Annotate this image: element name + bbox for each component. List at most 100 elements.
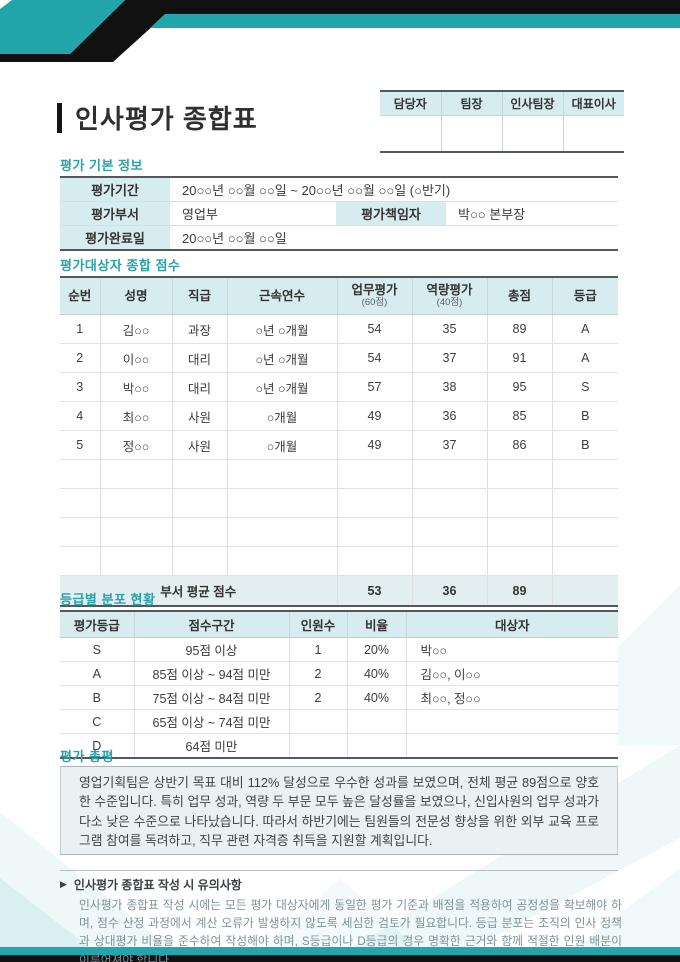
empty-cell: [551, 517, 618, 547]
table-cell: 85점 이상 ~ 94점 미만: [133, 661, 289, 686]
average-work-score: 53: [336, 575, 412, 606]
table-cell: C: [60, 709, 134, 734]
dist-col-members: 대상자: [405, 611, 618, 638]
approval-signature-row: [380, 115, 624, 152]
table-cell: 박○○: [99, 372, 172, 402]
page-title: 인사평가 종합표: [75, 104, 258, 134]
empty-cell: [171, 459, 227, 489]
table-row: C 65점 이상 ~ 74점 미만: [60, 709, 618, 734]
distribution-header-row: 평가등급 점수구간 인원수 비율 대상자: [60, 611, 618, 638]
table-row: 1 김○○ 과장 ○년 ○개월 54 35 89 A: [60, 314, 618, 344]
empty-cell: [336, 517, 412, 547]
distribution-table: 평가등급 점수구간 인원수 비율 대상자 S 95점 이상 1 20% 박○○ …: [60, 610, 618, 759]
table-cell: S: [551, 372, 618, 402]
table-row: A 85점 이상 ~ 94점 미만 2 40% 김○○, 이○○: [60, 661, 618, 686]
empty-cell: [226, 459, 337, 489]
empty-cell: [171, 546, 227, 576]
empty-cell: [60, 459, 100, 489]
info-value-completed: 20○○년 ○○월 ○○일: [170, 225, 619, 250]
table-cell: 3: [60, 372, 100, 402]
table-row: 4 최○○ 사원 ○개월 49 36 85 B: [60, 401, 618, 431]
scores-col-competency-sub: (40점): [436, 297, 463, 309]
info-row-period: 평가기간 20○○년 ○○월 ○○일 ~ 20○○년 ○○월 ○○일 (○반기): [60, 177, 619, 202]
table-cell: 40%: [346, 685, 406, 710]
table-cell: 54: [336, 314, 412, 344]
table-cell: ○년 ○개월: [226, 343, 337, 373]
scores-col-work-sub: (60점): [361, 297, 388, 309]
average-grade: [551, 575, 618, 606]
info-label-period: 평가기간: [60, 177, 170, 202]
table-cell: ○개월: [226, 401, 337, 431]
scores-col-name: 성명: [99, 277, 172, 315]
table-cell: 대리: [171, 372, 227, 402]
table-cell: 2: [288, 685, 347, 710]
empty-cell: [551, 488, 618, 518]
table-cell: ○년 ○개월: [226, 372, 337, 402]
table-cell: 이○○: [99, 343, 172, 373]
average-competency-score: 36: [411, 575, 487, 606]
empty-cell: [99, 517, 172, 547]
table-cell: 49: [336, 401, 412, 431]
table-row: S 95점 이상 1 20% 박○○: [60, 637, 618, 662]
table-cell: 1: [60, 314, 100, 344]
table-cell: 5: [60, 430, 100, 460]
empty-cell: [486, 546, 552, 576]
table-cell: 20%: [346, 637, 406, 662]
empty-cell: [99, 488, 172, 518]
info-row-completed: 평가완료일 20○○년 ○○월 ○○일: [60, 225, 619, 250]
scores-col-work: 업무평가 (60점): [336, 277, 412, 315]
table-row: B 75점 이상 ~ 84점 미만 2 40% 최○○, 정○○: [60, 685, 618, 710]
table-row: 5 정○○ 사원 ○개월 49 37 86 B: [60, 430, 618, 460]
table-cell: B: [551, 430, 618, 460]
dist-col-range: 점수구간: [133, 611, 289, 638]
summary-box: 영업기획팀은 상반기 목표 대비 112% 달성으로 우수한 성과를 보였으며,…: [60, 766, 618, 855]
signature-cell: [501, 115, 563, 152]
table-cell: 김○○: [99, 314, 172, 344]
info-value-dept: 영업부: [170, 201, 336, 226]
table-cell: 36: [411, 401, 487, 431]
scores-col-tenure: 근속연수: [226, 277, 337, 315]
signature-cell: [440, 115, 502, 152]
scores-col-competency: 역량평가 (40점): [411, 277, 487, 315]
signature-cell: [562, 115, 624, 152]
empty-cell: [411, 488, 487, 518]
table-cell: 2: [60, 343, 100, 373]
table-cell: 85: [486, 401, 552, 431]
table-cell: [346, 733, 406, 758]
empty-table-row: [60, 517, 618, 547]
table-cell: A: [551, 314, 618, 344]
empty-table-row: [60, 488, 618, 518]
table-cell: 박○○: [405, 637, 618, 662]
empty-cell: [551, 546, 618, 576]
table-cell: 2: [288, 661, 347, 686]
table-cell: 95: [486, 372, 552, 402]
table-cell: 대리: [171, 343, 227, 373]
section-title-basic-info: 평가 기본 정보: [60, 158, 143, 173]
notes-text: 인사평가 종합표 작성 시에는 모든 평가 대상자에게 동일한 평가 기준과 배…: [79, 898, 622, 962]
triangle-marker-icon: ▶: [60, 879, 67, 889]
approval-col-team-leader: 팀장: [440, 91, 502, 116]
scores-header-row: 순번 성명 직급 근속연수 업무평가 (60점) 역량평가 (40점) 총점 등급: [60, 277, 618, 315]
average-row: 부서 평균 점수 53 36 89: [60, 575, 618, 606]
table-cell: [405, 709, 618, 734]
notes-section: ▶ 인사평가 종합표 작성 시 유의사항 인사평가 종합표 작성 시에는 모든 …: [60, 876, 622, 962]
table-row: 2 이○○ 대리 ○년 ○개월 54 37 91 A: [60, 343, 618, 373]
table-cell: D: [60, 733, 134, 758]
table-cell: 95점 이상: [133, 637, 289, 662]
empty-cell: [336, 459, 412, 489]
empty-cell: [411, 459, 487, 489]
signature-cell: [380, 115, 441, 152]
notes-divider: [60, 870, 618, 871]
table-cell: 37: [411, 430, 487, 460]
average-label: 부서 평균 점수: [60, 575, 337, 606]
table-cell: 사원: [171, 430, 227, 460]
summary-text: 영업기획팀은 상반기 목표 대비 112% 달성으로 우수한 성과를 보였으며,…: [79, 775, 600, 849]
info-row-dept: 평가부서 영업부 평가책임자 박○○ 본부장: [60, 201, 619, 226]
table-cell: [405, 733, 618, 758]
table-cell: 40%: [346, 661, 406, 686]
empty-cell: [336, 546, 412, 576]
table-cell: 1: [288, 637, 347, 662]
dist-col-count: 인원수: [288, 611, 347, 638]
table-cell: 86: [486, 430, 552, 460]
